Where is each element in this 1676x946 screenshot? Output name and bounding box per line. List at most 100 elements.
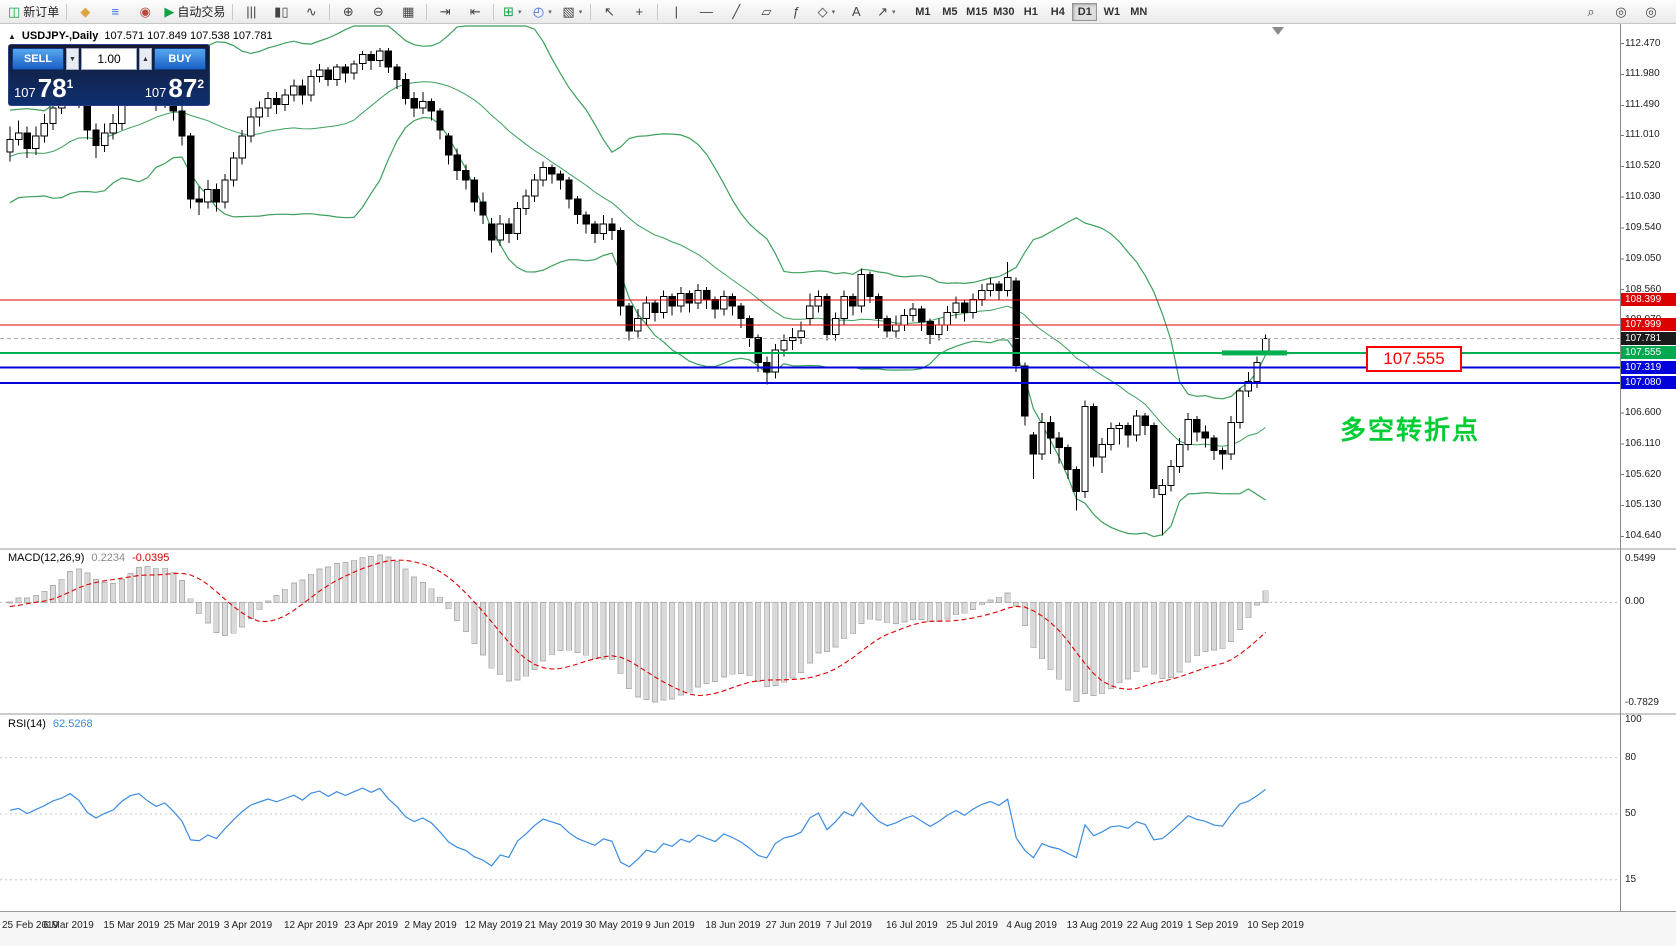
community-icon[interactable]: ◎ <box>1606 1 1636 23</box>
arrows-icon[interactable]: ↗ ▾ <box>871 1 901 23</box>
price-axis-label: 112.470 <box>1625 37 1661 49</box>
price-line-tag: 108.399 <box>1621 293 1676 307</box>
date-axis-label: 12 May 2019 <box>464 920 523 931</box>
date-axis-label: 21 May 2019 <box>524 920 583 931</box>
price-line-tag: 107.781 <box>1621 332 1676 346</box>
date-axis-label: 18 Jun 2019 <box>705 920 761 931</box>
period-icon[interactable]: ◴ ▾ <box>527 1 557 23</box>
date-axis-label: 15 Mar 2019 <box>103 920 160 931</box>
shapes-icon[interactable]: ◇ ▾ <box>811 1 841 23</box>
zoom-in-icon[interactable]: ⊕ <box>333 1 363 23</box>
text-icon: A <box>851 3 861 19</box>
chart-shift-icon[interactable]: ⇤ <box>460 1 490 23</box>
timeframe-h1[interactable]: H1 <box>1023 5 1038 18</box>
volume-input[interactable]: 1.00 <box>81 48 137 70</box>
date-axis-label: 9 Jun 2019 <box>645 920 695 931</box>
indicators-icon[interactable]: ⊞ ▾ <box>497 1 527 23</box>
macd-main-value: 0.2234 <box>91 552 126 564</box>
toolbar-separator <box>590 3 592 20</box>
zoom-out-icon[interactable]: ⊖ <box>363 1 393 23</box>
chart-shift-marker <box>1272 27 1284 35</box>
new-order-button[interactable]: ◫ 新订单 <box>4 1 63 23</box>
timeframe-d1[interactable]: D1 <box>1072 2 1098 21</box>
price-axis-label: 105.620 <box>1625 468 1662 480</box>
price-axis-label: 106.600 <box>1625 406 1662 418</box>
toolbar-separator <box>493 3 495 20</box>
macd-histogram <box>7 554 1269 703</box>
volume-increase-button[interactable]: ▲ <box>139 48 152 70</box>
timeframe-w1[interactable]: W1 <box>1103 5 1121 18</box>
search-icon[interactable]: ⌕ <box>1576 1 1606 23</box>
timeframe-m30[interactable]: M30 <box>993 5 1015 18</box>
turning-point-label[interactable]: 多空转折点 <box>1340 415 1481 445</box>
vertical-line-icon[interactable]: | <box>661 1 691 23</box>
fibonacci-icon[interactable]: ƒ <box>781 1 811 23</box>
chart-list-icon[interactable]: ◆ <box>70 1 100 23</box>
timeframe-mn[interactable]: MN <box>1130 5 1148 18</box>
chart-symbol-label: USDJPY-,Daily <box>21 30 99 42</box>
date-axis-label: 10 Sep 2019 <box>1247 920 1304 931</box>
toolbar-right-group: ⌕ ◎ ◎ <box>1576 1 1666 23</box>
price-axis-label: 109.540 <box>1625 221 1662 233</box>
candlestick-chart-icon[interactable]: ▮▯ <box>266 1 296 23</box>
tile-windows-icon: ▦ <box>402 3 415 19</box>
price-axis-label: 104.640 <box>1625 530 1662 542</box>
crosshair-icon: + <box>635 3 644 19</box>
rsi-axis-label: 100 <box>1625 714 1642 725</box>
horizontal-line-icon[interactable]: — <box>691 1 721 23</box>
auto-scroll-icon[interactable]: ⇥ <box>430 1 460 23</box>
quote-prices: 107781 107872 <box>12 70 206 102</box>
volume-decrease-button[interactable]: ▼ <box>66 48 79 70</box>
macd-header: MACD(12,26,9) 0.2234 -0.0395 <box>8 552 169 564</box>
profile-icon[interactable]: ◎ <box>1636 1 1666 23</box>
horizontal-line-icon: — <box>699 3 713 19</box>
timeframe-m5[interactable]: M5 <box>942 5 958 18</box>
data-window-icon[interactable]: ◉ <box>130 1 160 23</box>
chart-shift-icon: ⇤ <box>469 3 481 19</box>
data-window-icon: ◉ <box>139 3 151 19</box>
price-axis-label: 105.130 <box>1625 499 1662 511</box>
sell-button[interactable]: SELL <box>12 48 64 70</box>
rsi-axis-label: 80 <box>1625 751 1637 763</box>
time-axis <box>0 911 1676 946</box>
price-axis-label: 111.010 <box>1625 129 1660 141</box>
zoom-in-icon: ⊕ <box>342 3 354 19</box>
profile-icon: ◎ <box>1645 3 1657 19</box>
template-icon[interactable]: ▧ ▾ <box>557 1 587 23</box>
timeframe-h4[interactable]: H4 <box>1050 5 1065 18</box>
market-watch-icon: ≡ <box>111 3 120 19</box>
price-axis <box>1620 24 1676 911</box>
dropdown-arrow-icon: ▾ <box>518 8 522 16</box>
price-callout[interactable]: 107.555 <box>1366 346 1462 372</box>
bars-chart-icon[interactable]: ||| <box>236 1 266 23</box>
trendline-icon: ╱ <box>732 3 741 19</box>
autotrading-play-icon: ▶ <box>164 3 175 19</box>
tile-windows-icon[interactable]: ▦ <box>393 1 423 23</box>
channel-icon[interactable]: ▱ <box>751 1 781 23</box>
one-click-toggle-icon[interactable]: ▲ <box>8 32 16 41</box>
trendline-icon[interactable]: ╱ <box>721 1 751 23</box>
toolbar-separator <box>426 3 428 20</box>
price-line-tag: 107.080 <box>1621 376 1676 390</box>
buy-button[interactable]: BUY <box>154 48 206 70</box>
date-axis-label: 4 Aug 2019 <box>1006 920 1057 931</box>
macd-label: MACD(12,26,9) <box>8 552 85 564</box>
toolbar-separator <box>66 3 68 20</box>
template-icon: ▧ <box>562 3 575 19</box>
price-axis-label: 111.490 <box>1625 99 1660 111</box>
macd-axis-label: 0.5499 <box>1625 553 1656 564</box>
timeframe-m1[interactable]: M1 <box>915 5 931 18</box>
crosshair-icon[interactable]: + <box>624 1 654 23</box>
timeframe-m15[interactable]: M15 <box>966 5 988 18</box>
cursor-icon[interactable]: ↖ <box>594 1 624 23</box>
autotrading-button[interactable]: ▶ 自动交易 <box>160 1 229 23</box>
shapes-icon: ◇ <box>817 3 828 19</box>
market-watch-icon[interactable]: ≡ <box>100 1 130 23</box>
bollinger-middle-band <box>9 81 1266 447</box>
bollinger-upper-band <box>9 25 1267 400</box>
buy-price: 107872 <box>145 75 204 102</box>
line-chart-icon[interactable]: ∿ <box>296 1 326 23</box>
date-axis-label: 22 Aug 2019 <box>1126 920 1183 931</box>
text-icon[interactable]: A <box>841 1 871 23</box>
